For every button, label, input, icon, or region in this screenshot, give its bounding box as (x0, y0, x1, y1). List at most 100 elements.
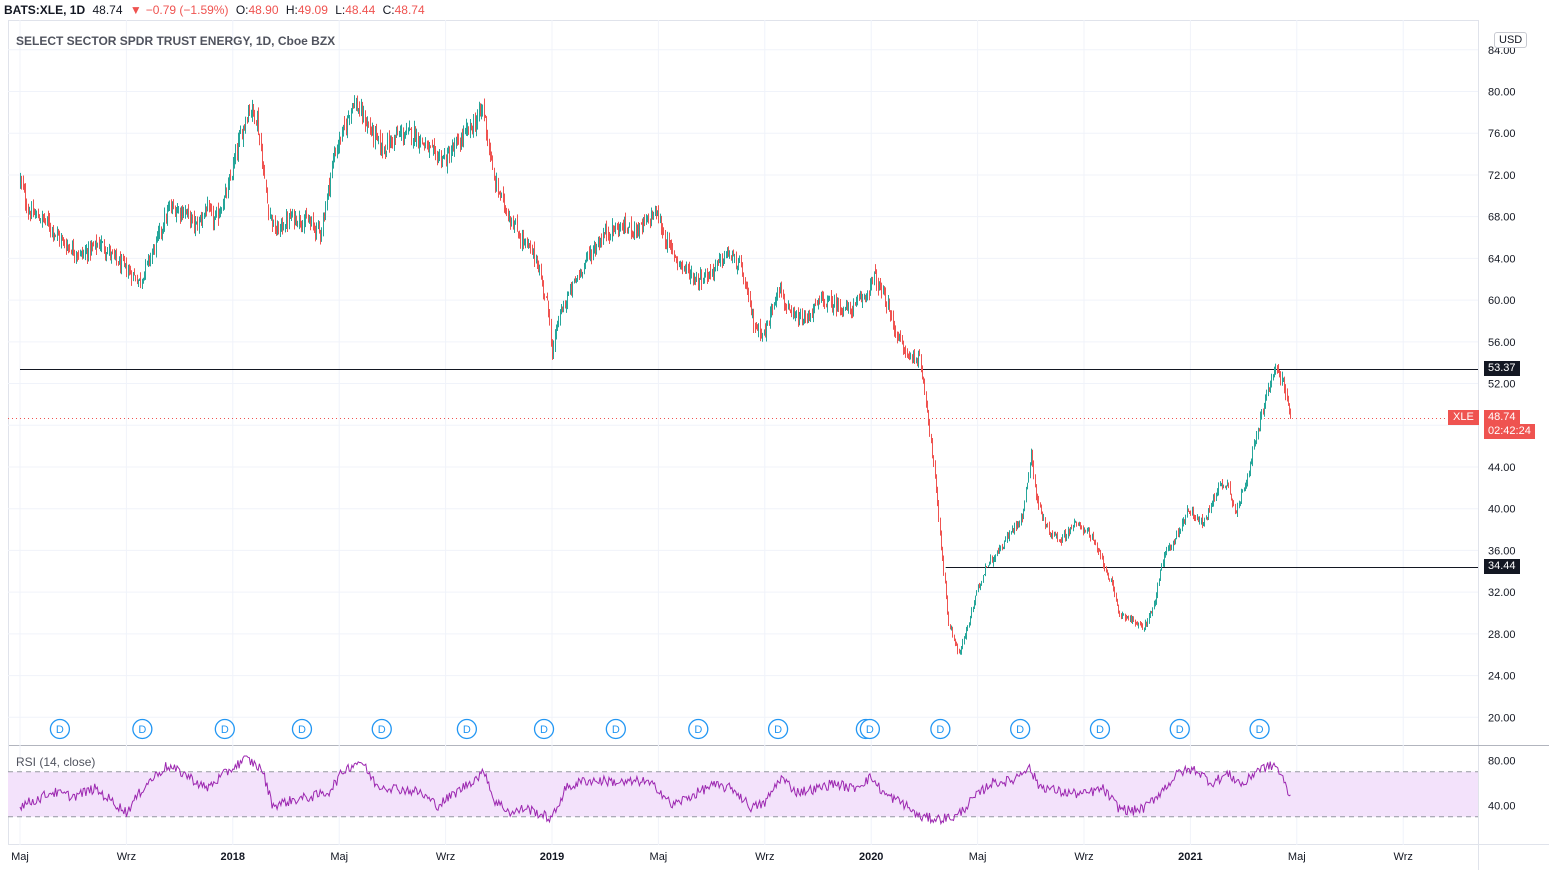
dividend-marker-1[interactable]: D (132, 718, 153, 740)
change-arrow-icon: ▼ (129, 3, 142, 17)
candle (1278, 363, 1279, 373)
candle-body (200, 218, 201, 220)
candle-body (1052, 533, 1053, 536)
candle (1264, 402, 1265, 417)
candle (365, 110, 366, 132)
candle (92, 242, 93, 252)
candle (561, 303, 562, 315)
candle (492, 155, 493, 171)
dividend-marker-5[interactable]: D (456, 718, 478, 740)
candle (187, 208, 188, 218)
level-tag-upper[interactable]: 53.37 (1484, 361, 1520, 376)
candle (197, 216, 198, 231)
dividend-marker-12[interactable]: D (930, 718, 951, 740)
candle-body (458, 139, 459, 145)
candle (970, 615, 971, 626)
candle-body (969, 622, 970, 628)
candle (1270, 380, 1271, 393)
dividend-marker-11[interactable]: D (859, 718, 881, 740)
dividend-marker-3[interactable]: D (291, 718, 313, 740)
candle (1088, 527, 1089, 532)
dividend-marker-8[interactable]: D (688, 718, 709, 740)
candle (978, 584, 979, 593)
candle-body (329, 185, 330, 190)
dividend-marker-2[interactable]: D (214, 718, 235, 740)
candle-body (973, 606, 974, 610)
candle-body (695, 278, 696, 284)
dividend-marker-15[interactable]: D (1169, 718, 1190, 740)
candle (465, 127, 466, 135)
candle-body (959, 650, 960, 654)
candle-body (1246, 480, 1247, 487)
candle (620, 222, 621, 232)
currency-button[interactable]: USD (1494, 32, 1528, 48)
candle-body (295, 215, 296, 223)
level-tag-lower[interactable]: 34.44 (1484, 559, 1520, 574)
candle-body (348, 116, 349, 118)
candle (229, 174, 230, 190)
symbol-label[interactable]: BATS:XLE, 1D (4, 3, 86, 17)
candle-body (601, 239, 602, 243)
candle (851, 308, 852, 319)
candle (386, 150, 387, 158)
candle-body (619, 227, 620, 234)
candle (489, 138, 490, 156)
candle-body (1271, 378, 1272, 382)
candle (1033, 460, 1034, 480)
candle-body (470, 122, 471, 132)
candle (1154, 600, 1155, 610)
candle (314, 222, 315, 234)
candle (667, 231, 668, 253)
candle-body (719, 259, 720, 261)
candle (501, 192, 502, 198)
candle (857, 294, 858, 306)
candle (1287, 388, 1288, 402)
dividend-marker-0[interactable]: D (49, 718, 71, 740)
price-axis[interactable]: 84.0080.0076.0072.0068.0064.0060.0056.00… (1488, 45, 1516, 725)
candle (973, 606, 974, 613)
candle-body (760, 324, 761, 335)
candle (1152, 607, 1153, 617)
candle-body (954, 636, 955, 640)
candle-body (262, 150, 263, 168)
candle-body (712, 271, 713, 273)
candle-body (66, 245, 67, 250)
candle-body (693, 274, 694, 282)
candle (732, 250, 733, 264)
candle (1041, 504, 1042, 515)
candle-body (885, 293, 886, 307)
candle (472, 125, 473, 135)
candle-body (1230, 482, 1231, 494)
candle (770, 306, 771, 329)
dividend-marker-4[interactable]: D (371, 718, 392, 740)
candle-body (357, 101, 358, 111)
dividend-marker-13[interactable]: D (1010, 718, 1031, 740)
candle (447, 147, 448, 174)
candle-body (118, 261, 119, 265)
dividend-marker-7[interactable]: D (605, 718, 626, 740)
candle-body (966, 629, 967, 637)
candle (937, 486, 938, 507)
dividend-marker-9[interactable]: D (767, 718, 789, 740)
candle (1047, 522, 1048, 528)
dividend-markers[interactable]: DDDDDDDDDDDDDDDDD (49, 718, 1270, 740)
candle-body (603, 234, 604, 242)
dividend-marker-6[interactable]: D (533, 718, 555, 740)
dividend-marker-16[interactable]: D (1249, 718, 1270, 740)
candle-body (846, 304, 847, 308)
candle-body (419, 143, 420, 147)
candle-body (513, 222, 514, 230)
candle (1085, 529, 1086, 533)
candle (419, 135, 420, 154)
dividend-marker-14[interactable]: D (1089, 718, 1111, 740)
time-axis[interactable]: Maj Wrz 2018 Maj Wrz 2019 Maj Wrz 2020 Maj Wrz 2021… (11, 851, 1413, 863)
candle-body (1002, 547, 1003, 549)
candle-body (258, 115, 259, 135)
candle-body (385, 148, 386, 153)
candle (20, 172, 21, 189)
candle-body (541, 269, 542, 279)
candle (40, 218, 41, 224)
candle-body (785, 303, 786, 308)
